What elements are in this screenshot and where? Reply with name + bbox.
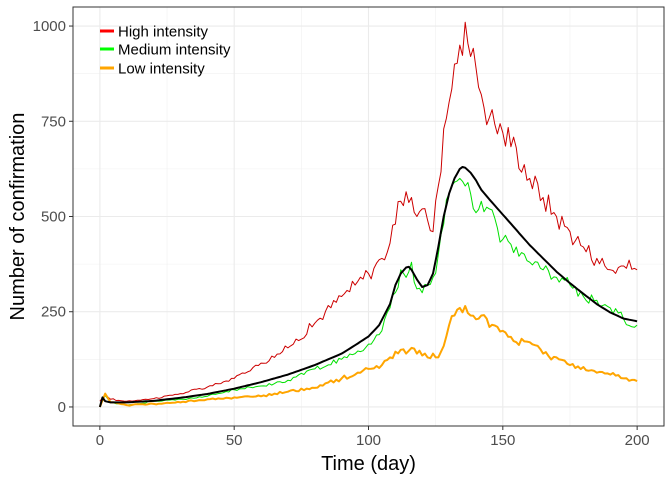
- legend-item-high: High intensity: [100, 24, 209, 41]
- series-lines: [98, 21, 638, 408]
- x-tick-label: 100: [356, 432, 381, 449]
- y-tick-label: 500: [41, 209, 66, 226]
- high-intensity-line: [99, 21, 638, 402]
- model-fit-line: [98, 166, 638, 408]
- legend-item-medium: Medium intensity: [100, 42, 231, 59]
- legend-label-low: Low intensity: [118, 61, 205, 78]
- legend-label-medium: Medium intensity: [118, 42, 231, 59]
- y-tick-label: 0: [58, 399, 66, 416]
- y-axis-title: Number of confirmation: [7, 113, 29, 321]
- low-intensity-line: [98, 305, 638, 408]
- grid-lines: [73, 7, 664, 426]
- legend: High intensity Medium intensity Low inte…: [100, 24, 231, 78]
- legend-label-high: High intensity: [118, 24, 209, 41]
- x-axis-title: Time (day): [321, 453, 416, 475]
- x-tick-label: 150: [490, 432, 515, 449]
- y-tick-label: 1000: [33, 18, 66, 35]
- x-tick-label: 0: [96, 432, 104, 449]
- x-tick-label: 50: [226, 432, 243, 449]
- legend-item-low: Low intensity: [100, 61, 205, 78]
- y-tick-label: 250: [41, 304, 66, 321]
- x-tick-label: 200: [625, 432, 650, 449]
- axis-ticks: 0 50 100 150 200 0 250 500 750 1000: [33, 18, 650, 449]
- medium-intensity-line: [99, 177, 638, 406]
- y-tick-label: 750: [41, 113, 66, 130]
